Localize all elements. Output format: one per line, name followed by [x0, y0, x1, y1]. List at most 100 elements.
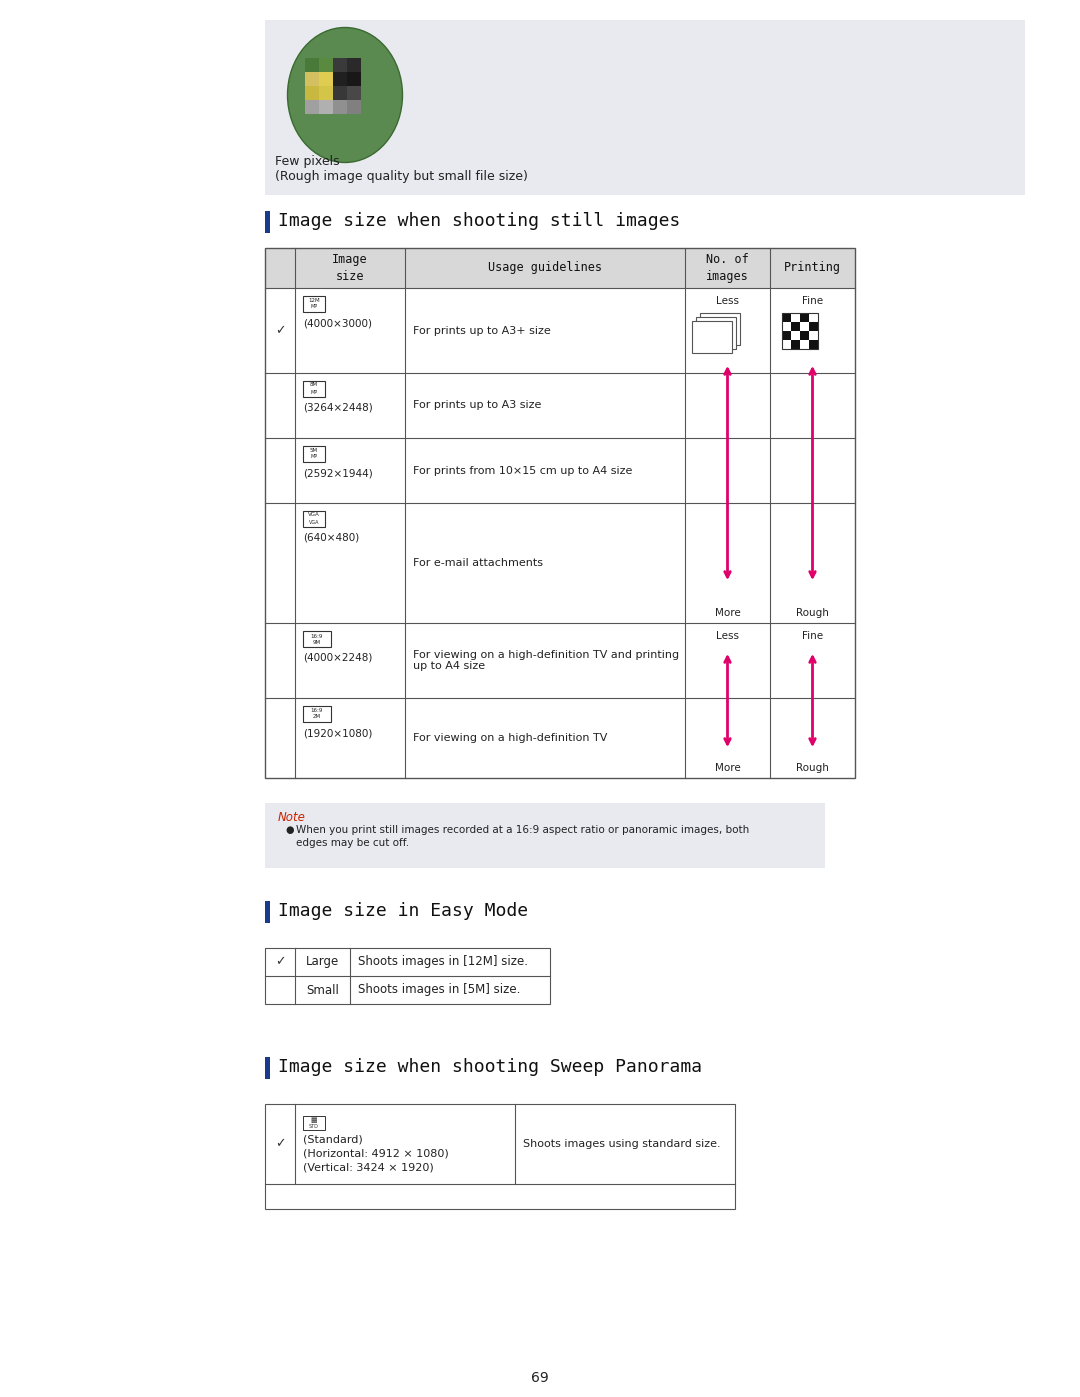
Text: Less: Less [716, 296, 739, 306]
Bar [782, 313, 791, 321]
Text: Rough: Rough [796, 608, 829, 617]
Text: For prints up to A3 size: For prints up to A3 size [413, 401, 541, 411]
Text: 5M: 5M [310, 447, 319, 453]
Bar [265, 1058, 270, 1078]
Text: 69: 69 [531, 1370, 549, 1384]
Text: For prints from 10×15 cm up to A4 size: For prints from 10×15 cm up to A4 size [413, 465, 633, 475]
Text: For e-mail attachments: For e-mail attachments [413, 557, 543, 569]
Text: No. of
images: No. of images [706, 253, 748, 284]
Bar [800, 339, 809, 349]
Bar [265, 249, 855, 288]
Text: For viewing on a high-definition TV: For viewing on a high-definition TV [413, 733, 607, 743]
Text: MP: MP [310, 305, 318, 310]
Bar [333, 101, 347, 115]
Bar [782, 339, 791, 349]
Bar [696, 317, 735, 349]
Text: Fine: Fine [802, 296, 823, 306]
Text: ✓: ✓ [274, 956, 285, 968]
Bar [791, 339, 800, 349]
Text: Image size when shooting still images: Image size when shooting still images [278, 212, 680, 231]
Text: Image size when shooting Sweep Panorama: Image size when shooting Sweep Panorama [278, 1058, 702, 1076]
Bar [303, 1116, 325, 1130]
Bar [305, 101, 319, 115]
Bar [265, 949, 550, 1004]
Text: STD: STD [309, 1123, 319, 1129]
Text: For viewing on a high-definition TV and printing
up to A4 size: For viewing on a high-definition TV and … [413, 650, 679, 672]
Bar [319, 101, 333, 115]
Bar [791, 313, 800, 321]
Text: (3264×2448): (3264×2448) [303, 402, 373, 414]
Bar [800, 313, 809, 321]
Bar [782, 313, 818, 349]
Text: When you print still images recorded at a 16:9 aspect ratio or panoramic images,: When you print still images recorded at … [296, 826, 750, 848]
Bar [347, 87, 361, 101]
Text: (2592×1944): (2592×1944) [303, 468, 373, 478]
Bar [791, 331, 800, 339]
Bar [809, 339, 818, 349]
Bar [782, 331, 791, 339]
Bar [333, 59, 347, 73]
Text: Small: Small [306, 983, 339, 996]
Text: 2M: 2M [313, 714, 321, 719]
Bar [305, 73, 319, 87]
Bar [347, 101, 361, 115]
Text: 9M: 9M [313, 640, 321, 644]
Text: ✓: ✓ [274, 1137, 285, 1151]
Bar [333, 73, 347, 87]
Text: Image
size: Image size [333, 253, 368, 284]
Text: ●: ● [285, 826, 294, 835]
Bar [303, 705, 330, 722]
Bar [303, 296, 325, 312]
Bar [809, 321, 818, 331]
Text: Rough: Rough [796, 763, 829, 773]
Text: Note: Note [278, 812, 306, 824]
Text: Shoots images in [5M] size.: Shoots images in [5M] size. [357, 983, 521, 996]
Bar [692, 321, 732, 353]
Bar [319, 87, 333, 101]
Bar [800, 321, 809, 331]
Bar [265, 901, 270, 923]
Bar [809, 331, 818, 339]
Bar [319, 59, 333, 73]
Text: Less: Less [716, 631, 739, 641]
Text: Shoots images using standard size.: Shoots images using standard size. [523, 1139, 720, 1148]
Bar [303, 511, 325, 527]
Bar [809, 313, 818, 321]
Bar [347, 59, 361, 73]
Bar [303, 446, 325, 462]
Ellipse shape [287, 28, 403, 162]
Text: 12M: 12M [308, 298, 320, 303]
Text: (4000×2248): (4000×2248) [303, 652, 373, 664]
Text: Usage guidelines: Usage guidelines [488, 261, 602, 274]
Text: (Vertical: 3424 × 1920): (Vertical: 3424 × 1920) [303, 1162, 434, 1172]
Bar [700, 313, 740, 345]
Text: Few pixels: Few pixels [275, 155, 339, 168]
Bar [305, 87, 319, 101]
Text: (Rough image quality but small file size): (Rough image quality but small file size… [275, 170, 528, 183]
Text: VGA: VGA [308, 513, 320, 517]
Text: (4000×3000): (4000×3000) [303, 319, 372, 328]
Text: ✓: ✓ [274, 324, 285, 337]
Bar [800, 331, 809, 339]
Bar [319, 73, 333, 87]
Text: Printing: Printing [784, 261, 841, 274]
Bar [347, 73, 361, 87]
Text: More: More [715, 608, 741, 617]
Bar [303, 381, 325, 397]
Text: Fine: Fine [802, 631, 823, 641]
Text: For prints up to A3+ size: For prints up to A3+ size [413, 326, 551, 335]
Bar [791, 321, 800, 331]
Text: 16:9: 16:9 [311, 708, 323, 714]
Bar [265, 803, 825, 868]
Bar [265, 1104, 735, 1208]
Bar [265, 211, 270, 233]
Text: MP: MP [310, 454, 318, 460]
Bar [303, 631, 330, 647]
Text: (Standard): (Standard) [303, 1134, 363, 1144]
Text: Large: Large [306, 956, 339, 968]
Text: ▦: ▦ [311, 1118, 318, 1123]
Text: Image size in Easy Mode: Image size in Easy Mode [278, 902, 528, 921]
Bar [782, 321, 791, 331]
Text: More: More [715, 763, 741, 773]
Bar [265, 249, 855, 778]
